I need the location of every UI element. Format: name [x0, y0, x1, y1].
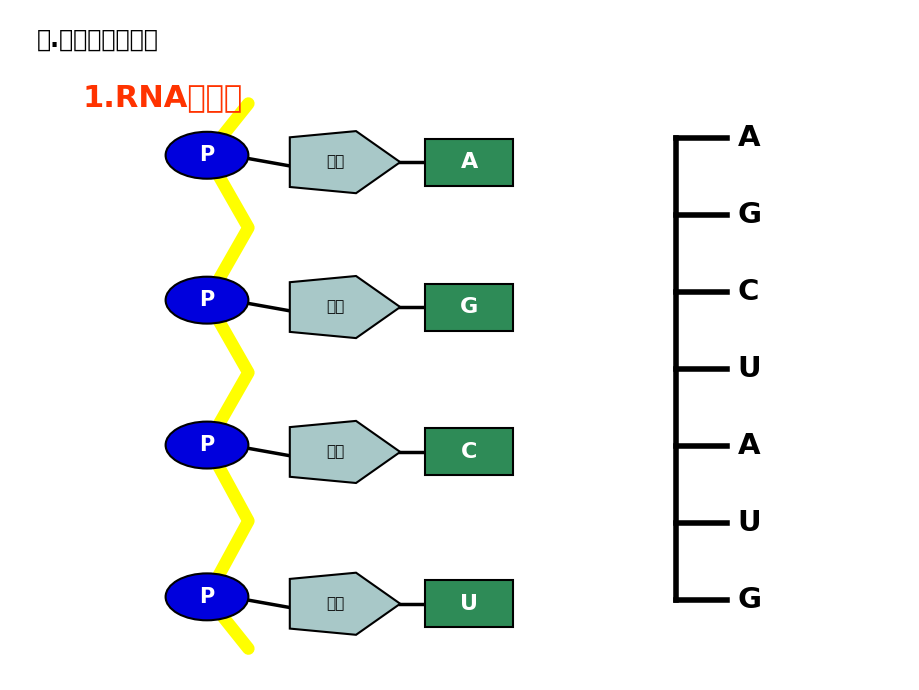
Text: G: G: [737, 586, 761, 614]
Text: 核糖: 核糖: [326, 155, 345, 170]
Text: U: U: [460, 594, 478, 613]
Ellipse shape: [165, 422, 248, 469]
Text: P: P: [199, 435, 214, 455]
Text: A: A: [737, 432, 759, 460]
Polygon shape: [289, 276, 400, 338]
Text: A: A: [460, 152, 477, 172]
FancyBboxPatch shape: [425, 580, 513, 627]
Text: A: A: [737, 124, 759, 152]
Text: C: C: [737, 278, 758, 306]
FancyBboxPatch shape: [425, 139, 513, 186]
Text: P: P: [199, 146, 214, 165]
Text: G: G: [460, 297, 478, 317]
Text: 一.遗传信息的转录: 一.遗传信息的转录: [37, 28, 158, 52]
Ellipse shape: [165, 132, 248, 179]
Polygon shape: [289, 573, 400, 635]
Text: P: P: [199, 587, 214, 607]
Ellipse shape: [165, 277, 248, 324]
Text: 核糖: 核糖: [326, 444, 345, 460]
Text: U: U: [737, 509, 761, 538]
Ellipse shape: [165, 573, 248, 620]
FancyBboxPatch shape: [425, 428, 513, 475]
Text: U: U: [737, 355, 761, 383]
Text: 核糖: 核糖: [326, 596, 345, 611]
Text: G: G: [737, 201, 761, 229]
Polygon shape: [289, 131, 400, 193]
Text: C: C: [460, 442, 477, 462]
Text: 核糖: 核糖: [326, 299, 345, 315]
Polygon shape: [289, 421, 400, 483]
Text: 1.RNA的结构: 1.RNA的结构: [83, 83, 243, 112]
Text: P: P: [199, 290, 214, 310]
FancyBboxPatch shape: [425, 284, 513, 331]
